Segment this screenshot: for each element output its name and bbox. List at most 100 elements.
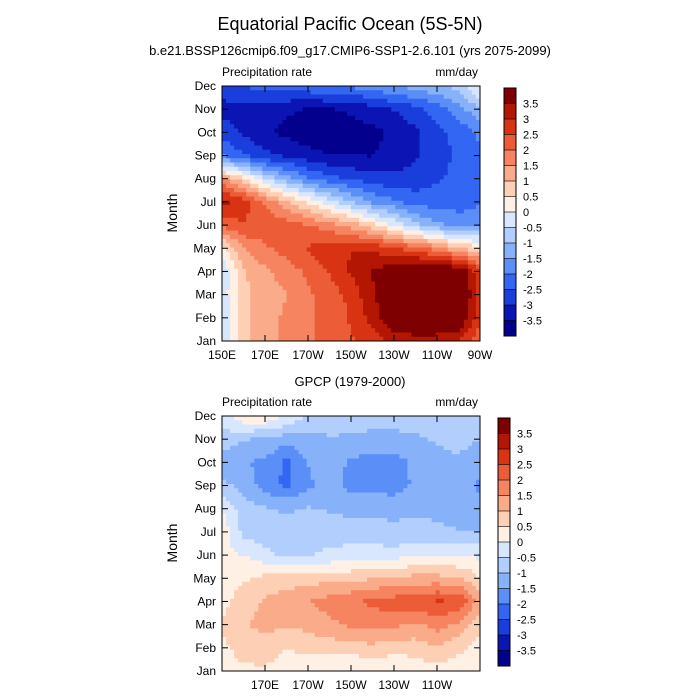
heatmap-cell — [310, 467, 316, 472]
heatmap-cell — [471, 124, 477, 130]
heatmap-cell — [383, 145, 388, 151]
heatmap-cell — [407, 251, 413, 257]
heatmap-cell — [334, 226, 340, 232]
heatmap-cell — [286, 226, 292, 232]
heatmap-cell — [463, 158, 469, 164]
heatmap-cell — [359, 311, 364, 317]
heatmap-cell — [387, 145, 392, 151]
heatmap-cell — [395, 281, 400, 287]
heatmap-cell — [246, 462, 251, 468]
heatmap-cell — [242, 328, 247, 334]
heatmap-cell — [234, 336, 239, 341]
heatmap-cell — [359, 428, 364, 434]
heatmap-cell — [423, 247, 429, 253]
heatmap-cell — [238, 336, 243, 341]
heatmap-cell — [338, 445, 344, 451]
heatmap-cell — [334, 328, 340, 334]
heatmap-cell — [326, 307, 332, 312]
heatmap-cell — [363, 462, 368, 468]
heatmap-cell — [226, 458, 231, 464]
heatmap-cell — [258, 484, 263, 489]
heatmap-cell — [455, 298, 461, 304]
heatmap-cell — [286, 458, 292, 464]
heatmap-cell — [290, 467, 296, 472]
heatmap-cell — [419, 94, 425, 100]
heatmap-cell — [222, 471, 227, 477]
heatmap-cell — [463, 416, 469, 421]
heatmap-cell — [451, 247, 457, 253]
panel-model-colorbar: 3.532.521.510.50-0.5-1-1.5-2-2.5-3-3.5 — [503, 87, 542, 337]
heatmap-cell — [467, 428, 473, 434]
heatmap-cell — [403, 324, 409, 329]
heatmap-cell — [278, 94, 284, 100]
heatmap-cell — [326, 243, 332, 249]
heatmap-cell — [455, 433, 461, 438]
heatmap-cell — [471, 445, 477, 451]
panel-model-right-label: mm/day — [435, 65, 478, 79]
heatmap-cell — [314, 479, 320, 485]
heatmap-cell — [407, 420, 413, 426]
heatmap-cell — [455, 90, 461, 96]
heatmap-cell — [258, 188, 263, 193]
heatmap-cell — [355, 273, 360, 278]
heatmap-cell — [435, 458, 441, 464]
heatmap-cell — [270, 171, 276, 176]
heatmap-cell — [258, 256, 263, 261]
heatmap-cell — [346, 268, 352, 274]
heatmap-cell — [467, 230, 473, 236]
heatmap-cell — [342, 479, 348, 485]
heatmap-cell — [266, 230, 271, 236]
heatmap-cell — [226, 154, 231, 159]
heatmap-cell — [399, 209, 405, 215]
heatmap-cell — [459, 175, 465, 181]
heatmap-cell — [310, 132, 316, 138]
heatmap-cell — [302, 247, 308, 253]
heatmap-cell — [411, 230, 417, 236]
heatmap-cell — [338, 467, 344, 472]
heatmap-cell — [326, 302, 332, 308]
heatmap-cell — [306, 471, 312, 477]
heatmap-cell — [463, 179, 469, 185]
heatmap-cell — [254, 332, 259, 338]
heatmap-cell — [254, 120, 259, 125]
heatmap-cell — [298, 298, 304, 304]
heatmap-cell — [298, 441, 304, 447]
heatmap-cell — [383, 120, 388, 125]
heatmap-cell — [367, 260, 372, 266]
heatmap-cell — [379, 196, 384, 202]
heatmap-cell — [355, 251, 360, 257]
heatmap-cell — [395, 111, 400, 117]
heatmap-cell — [467, 467, 473, 472]
heatmap-cell — [302, 307, 308, 312]
heatmap-cell — [439, 200, 445, 206]
heatmap-cell — [254, 298, 259, 304]
heatmap-cell — [286, 205, 292, 210]
heatmap-cell — [467, 290, 473, 295]
heatmap-cell — [254, 428, 259, 434]
heatmap-cell — [351, 454, 356, 460]
heatmap-cell — [330, 332, 336, 338]
heatmap-cell — [419, 424, 425, 430]
heatmap-cell — [310, 137, 316, 142]
heatmap-cell — [463, 302, 469, 308]
heatmap-cell — [294, 475, 300, 481]
heatmap-cell — [294, 433, 300, 438]
heatmap-cell — [338, 251, 344, 257]
heatmap-cell — [314, 175, 320, 181]
heatmap-cell — [298, 183, 304, 189]
heatmap-cell — [387, 281, 392, 287]
heatmap-cell — [338, 209, 344, 215]
heatmap-cell — [230, 467, 235, 472]
heatmap-cell — [431, 294, 437, 300]
heatmap-cell — [355, 467, 360, 472]
heatmap-cell — [459, 445, 465, 451]
heatmap-cell — [455, 294, 461, 300]
heatmap-cell — [294, 209, 300, 215]
heatmap-cell — [234, 188, 239, 193]
heatmap-cell — [226, 171, 231, 176]
heatmap-cell — [242, 222, 247, 227]
heatmap-cell — [411, 90, 417, 96]
heatmap-cell — [334, 437, 340, 443]
heatmap-cell — [403, 260, 409, 266]
heatmap-cell — [419, 209, 425, 215]
